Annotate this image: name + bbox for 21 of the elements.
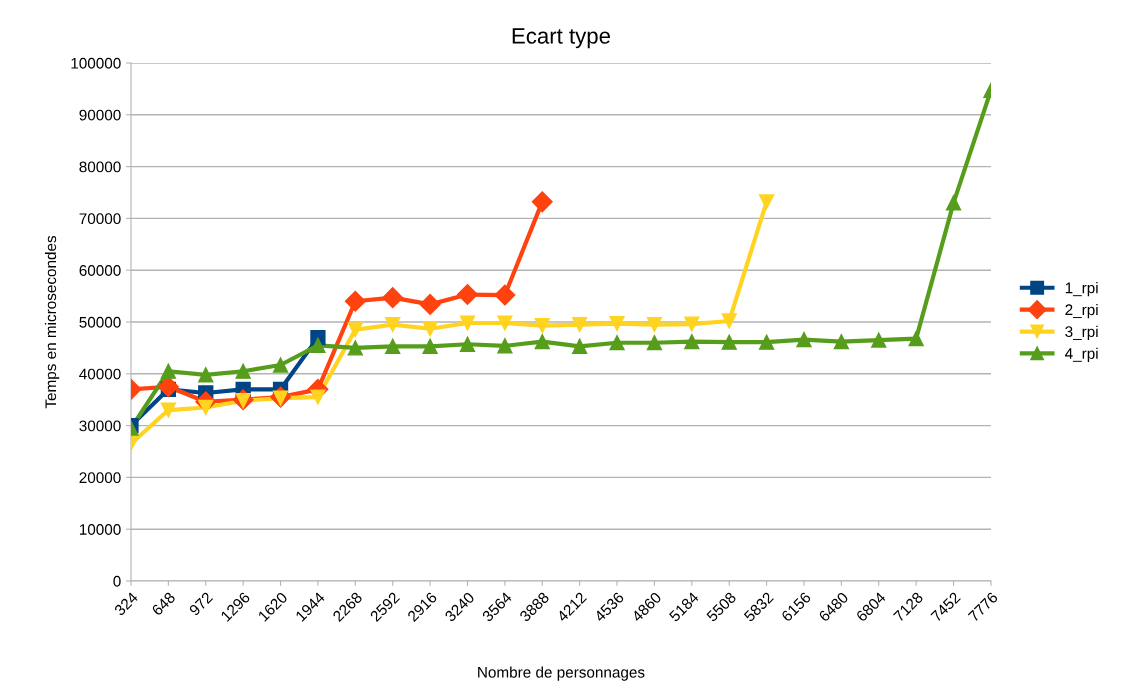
y-tick-label: 30000 (79, 420, 121, 432)
y-tick-label: 70000 (79, 213, 121, 225)
x-tick-label: 648 (151, 591, 176, 617)
y-tick-label: 100000 (71, 57, 121, 69)
y-tick-label: 90000 (79, 109, 121, 121)
legend-label: 1_rpi (1065, 282, 1098, 297)
y-tick-label: 40000 (79, 368, 121, 380)
y-tick-label: 0 (113, 575, 121, 587)
y-tick-label: 50000 (79, 316, 121, 328)
legend-label: 2_rpi (1065, 303, 1098, 319)
y-tick-label: 80000 (79, 161, 121, 173)
chart-title: Ecart type (512, 28, 610, 49)
legend-label: 3_rpi (1065, 325, 1098, 341)
x-tick-label: 972 (188, 591, 214, 617)
y-tick-label: 20000 (79, 472, 121, 484)
y-axis-title: Temps en microsecondes (44, 235, 60, 409)
x-axis-title: Nombre de personnages (478, 666, 645, 681)
legend-label: 4_rpi (1065, 347, 1098, 362)
y-tick-label: 10000 (79, 524, 121, 535)
y-tick-label: 60000 (79, 265, 121, 276)
x-tick-label: 324 (113, 591, 139, 617)
